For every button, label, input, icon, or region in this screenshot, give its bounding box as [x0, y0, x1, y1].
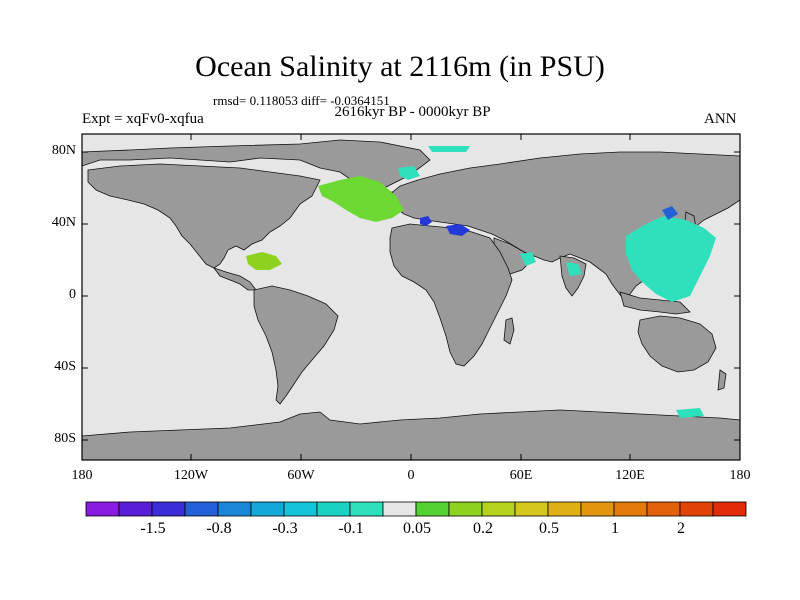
colorbar-box	[250, 501, 285, 517]
west-pacific-anomaly	[626, 216, 716, 302]
map-title: Ocean Salinity at 2116m (in PSU)	[195, 50, 605, 83]
north-america	[87, 163, 321, 269]
colorbar-label-5: 0.2	[473, 520, 493, 537]
lat-label-40n: 40N	[51, 215, 76, 230]
colorbar-box	[448, 501, 483, 517]
colorbar-box	[184, 501, 219, 517]
season-label: ANN	[704, 111, 737, 127]
colorbar-label-4: 0.05	[403, 520, 431, 537]
aegean-anomaly-blue	[446, 224, 470, 236]
colorbar-label-1: -0.8	[206, 520, 232, 537]
colorbar-box	[547, 501, 582, 517]
colorbar-box	[85, 501, 120, 517]
lon-label-60w: 60W	[287, 468, 315, 483]
new-zealand	[717, 369, 727, 391]
colorbar-box	[712, 501, 747, 517]
colorbar-box	[613, 501, 648, 517]
colorbar-label-3: -0.1	[338, 520, 364, 537]
indonesia	[619, 291, 691, 315]
colorbar	[85, 501, 747, 517]
india	[559, 255, 587, 297]
lat-label-80s: 80S	[54, 431, 76, 446]
colorbar-label-0: -1.5	[140, 520, 166, 537]
experiment-label: Expt = xqFv0-xqfua	[82, 111, 204, 127]
salinity-anomalies	[246, 146, 716, 418]
colorbar-box	[151, 501, 186, 517]
australia	[637, 315, 717, 373]
lon-label-180w: 180	[71, 468, 93, 483]
axis-ticks	[82, 134, 740, 460]
arctic-cyan-anomaly	[398, 166, 420, 180]
bay-of-bengal-anomaly	[566, 262, 582, 276]
mediterranean-anomaly-blue	[420, 216, 432, 226]
colorbar-box	[415, 501, 450, 517]
colorbar-label-2: -0.3	[272, 520, 298, 537]
lat-label-80n: 80N	[51, 143, 76, 158]
colorbar-box	[382, 501, 417, 517]
colorbar-box	[283, 501, 318, 517]
north-atlantic-anomaly	[318, 176, 404, 222]
tasman-anomaly	[676, 408, 704, 418]
colorbar-box	[316, 501, 351, 517]
arctic-cyan-anomaly-2	[428, 146, 470, 152]
south-america	[253, 285, 339, 405]
colorbar-box	[118, 501, 153, 517]
caribbean-anomaly	[246, 252, 282, 270]
colorbar-box	[580, 501, 615, 517]
colorbar-box	[514, 501, 549, 517]
sea-of-japan-anomaly-blue	[662, 206, 678, 220]
antarctica	[81, 409, 741, 461]
lon-label-0: 0	[407, 468, 415, 483]
colorbar-label-8: 2	[677, 520, 685, 537]
colorbar-box	[646, 501, 681, 517]
africa	[389, 223, 513, 367]
stats-label: rmsd= 0.118053 diff= -0.0364151	[213, 93, 390, 108]
lat-label-40s: 40S	[54, 359, 76, 374]
colorbar-box	[217, 501, 252, 517]
lon-label-120w: 120W	[173, 468, 209, 483]
period-label: 2616kyr BP - 0000kyr BP	[334, 104, 491, 120]
madagascar	[503, 317, 515, 345]
colorbar-box	[679, 501, 714, 517]
lon-label-60e: 60E	[509, 468, 533, 483]
colorbar-box	[349, 501, 384, 517]
colorbar-label-6: 0.5	[539, 520, 559, 537]
colorbar-box	[481, 501, 516, 517]
colorbar-label-7: 1	[611, 520, 619, 537]
lat-label-0: 0	[69, 287, 76, 302]
central-america	[212, 267, 257, 291]
lon-label-120e: 120E	[615, 468, 645, 483]
arabian-sea-anomaly	[520, 252, 536, 266]
lon-label-180e: 180	[729, 468, 751, 483]
